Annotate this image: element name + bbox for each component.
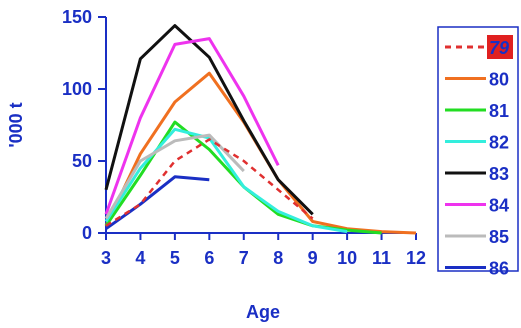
- x-tick-label: 5: [170, 248, 180, 268]
- y-tick-label: 0: [82, 223, 92, 243]
- x-axis-title: Age: [246, 302, 280, 322]
- series-line-86: [105, 175, 210, 230]
- legend-item-82: 82: [445, 133, 509, 153]
- y-tick-label: 100: [62, 79, 92, 99]
- legend-label: 85: [489, 227, 509, 247]
- legend-label: 80: [489, 70, 509, 90]
- x-tick-label: 7: [239, 248, 249, 268]
- legend-item-86: 86: [445, 259, 509, 279]
- legend-label: 81: [489, 101, 509, 121]
- y-axis-title: '000 t: [6, 102, 26, 147]
- legend-items: 79 80 81 82 83 84 85 86: [445, 35, 513, 279]
- legend-label: 86: [489, 259, 509, 279]
- legend-label: 82: [489, 133, 509, 153]
- series-line-83: [104, 24, 314, 216]
- legend-label-highlight: [487, 35, 513, 59]
- x-ticks: 3 4 5 6 7 8 9 10 11 12: [101, 233, 426, 268]
- x-tick-label: 11: [372, 248, 391, 268]
- x-tick-label: 10: [337, 248, 357, 268]
- x-tick-label: 12: [406, 248, 426, 268]
- series-lines: [104, 24, 417, 235]
- legend: 79 80 81 82 83 84 85 86: [437, 26, 519, 279]
- y-tick-label: 50: [72, 151, 92, 171]
- legend-label: 84: [489, 196, 509, 216]
- legend-box: [437, 26, 519, 272]
- legend-item-84: 84: [445, 196, 509, 216]
- series-line-85: [104, 133, 245, 220]
- legend-item-83: 83: [445, 164, 509, 184]
- x-tick-label: 3: [101, 248, 111, 268]
- x-tick-label: 4: [135, 248, 145, 268]
- plot-area: 0 50 100 150 3 4 5 6 7 8 9 10 11 12: [62, 7, 426, 268]
- series-line-81: [104, 120, 382, 235]
- legend-item-81: 81: [445, 101, 509, 121]
- x-tick-label: 9: [308, 248, 318, 268]
- x-tick-label: 6: [204, 248, 214, 268]
- series-line-82: [104, 127, 348, 234]
- x-tick-label: 8: [273, 248, 283, 268]
- legend-label: 83: [489, 164, 509, 184]
- legend-item-80: 80: [445, 70, 509, 90]
- series-line-79: [105, 138, 314, 227]
- legend-item-85: 85: [445, 227, 509, 247]
- y-tick-label: 150: [62, 7, 92, 27]
- y-ticks: 0 50 100 150: [62, 7, 106, 243]
- series-line-84: [104, 37, 280, 215]
- legend-label: 79: [489, 38, 509, 58]
- legend-item-79: 79: [445, 35, 513, 59]
